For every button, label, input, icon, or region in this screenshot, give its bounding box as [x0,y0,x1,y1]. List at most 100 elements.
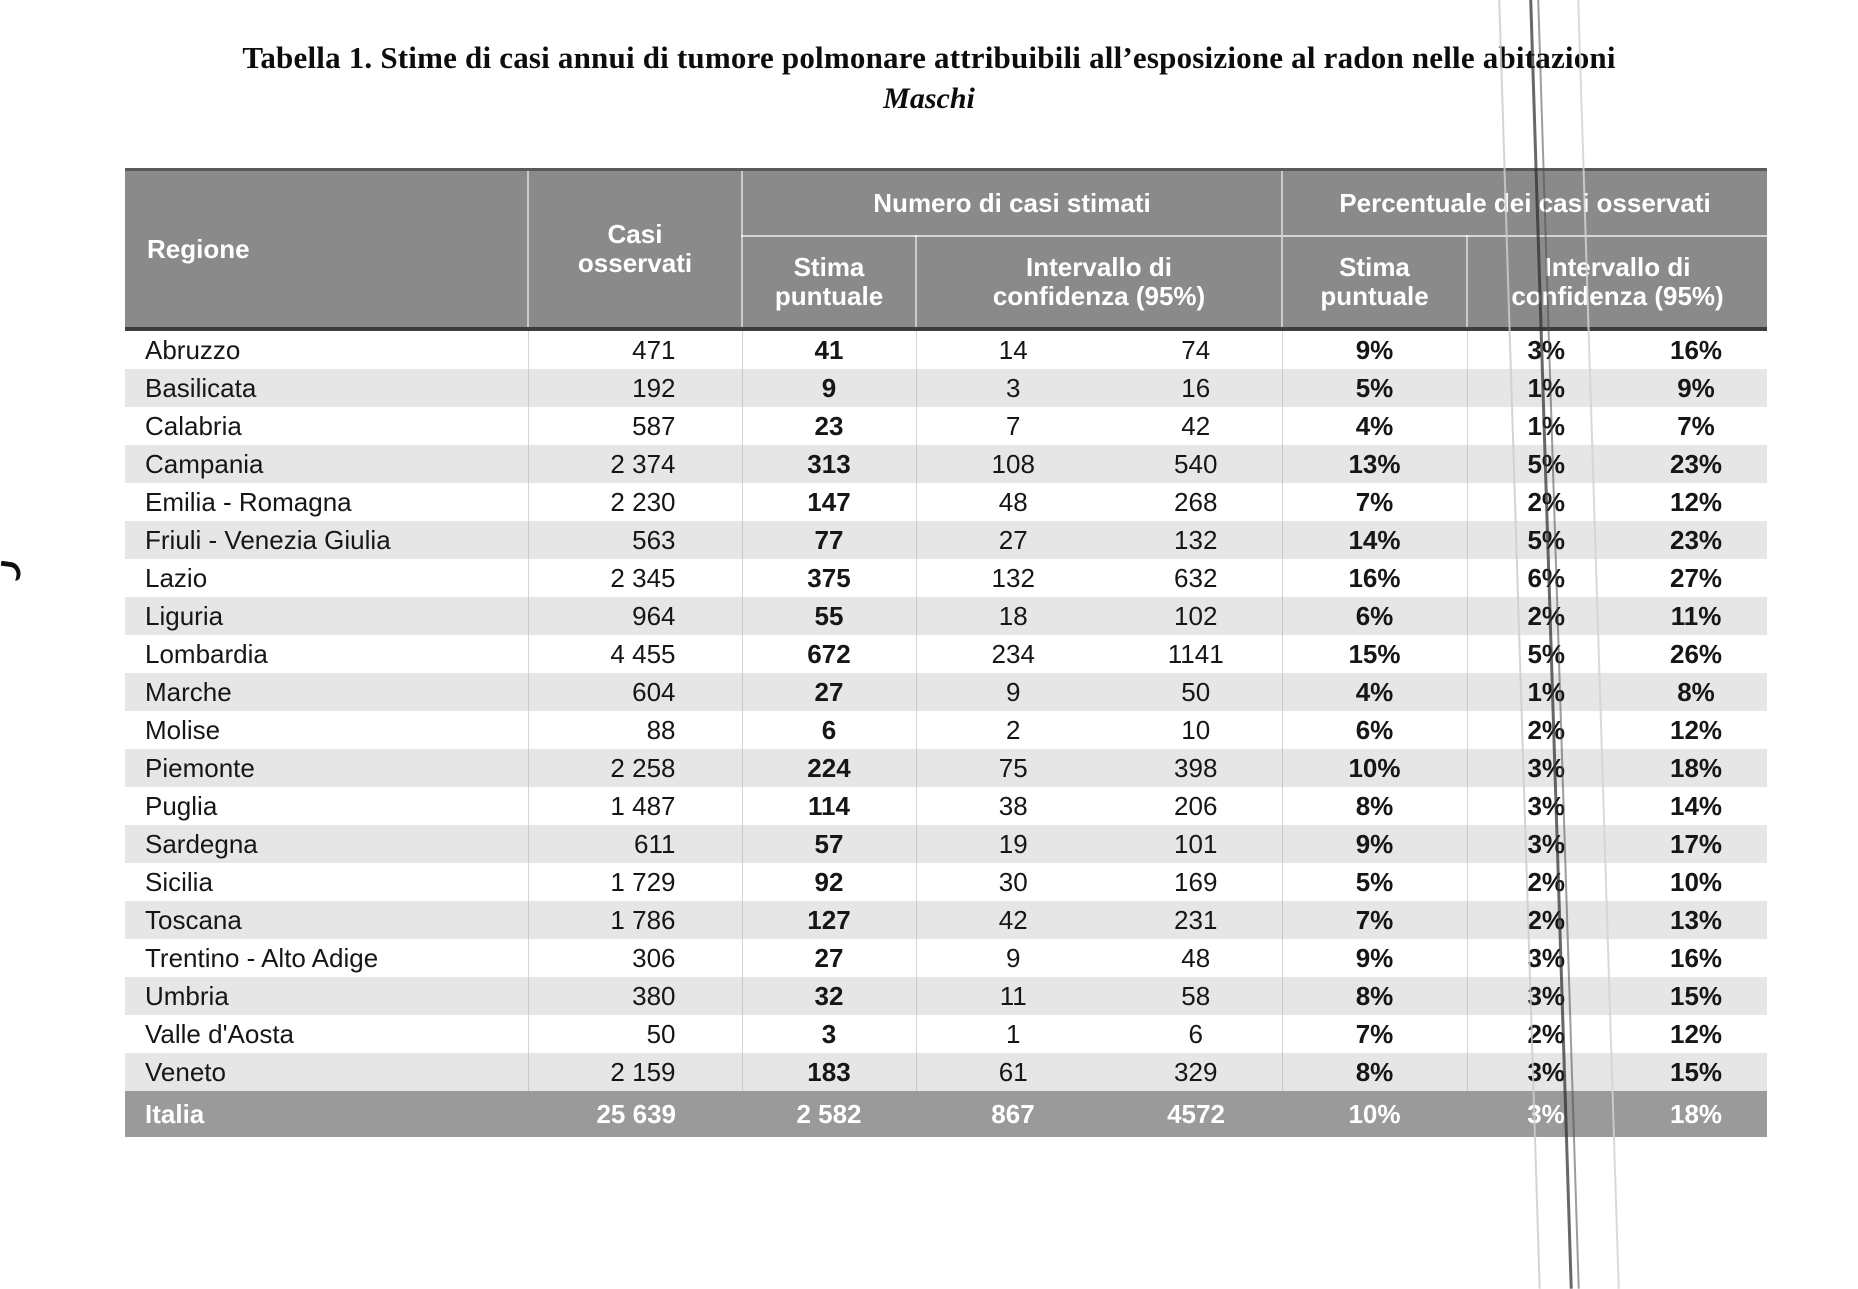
cell-intervallo-basso-pct: 1% [1527,411,1566,441]
cell-regione: Calabria [125,407,529,445]
table-row: Lombardia 4 455 672 234 1141 15% 5% 26% [125,635,1767,673]
cell-intervallo-alto-pct: 16% [1669,335,1723,365]
document-title: Tabella 1. Stime di casi annui di tumore… [242,40,1616,75]
group-header-percentuale-label: Percentuale dei casi osservati [1339,188,1711,219]
cell-intervallo-basso-pct: 3% [1527,791,1566,821]
cell-intervallo-alto-pct: 15% [1625,977,1768,1015]
cell-casi-osservati: 1 786 [528,901,743,939]
cell-regione: Molise [125,711,529,749]
table-row: Basilicata 192 9 3 16 5% 1% 9% [125,369,1768,407]
cell-intervallo-basso-pct: 1% [1467,673,1625,711]
table-row: Puglia 1 487 114 38 206 8% 3% 14% [125,787,1767,825]
cell-intervallo-basso: 75 [916,749,1110,787]
table-row: Campania 2 374 313 108 540 13% 5% 23% [125,445,1768,483]
cell-stima-puntuale-pct: 5% [1282,369,1468,407]
cell-intervallo-basso: 132 [991,563,1035,593]
table-row: Trentino - Alto Adige 306 27 9 48 9% 3% 16% [125,939,1767,977]
cell-intervallo-alto-pct: 16% [1669,943,1723,973]
cell-intervallo-alto-pct: 26% [1669,639,1723,669]
cell-casi-osservati: 306 [528,939,743,977]
cell-stima-puntuale-pct: 14% [1282,521,1468,559]
intervallo-confidenza-label: Intervallo di confidenza (95%) [992,252,1206,311]
cell-regione: Puglia [125,787,529,825]
cell-regione: Sardegna [125,825,529,863]
cell-intervallo-basso: 108 [916,445,1110,483]
cell-intervallo-basso: 11 [916,977,1110,1015]
cell-intervallo-basso-pct: 1% [1467,369,1625,407]
table-row: Umbria 380 32 11 58 8% 3% 15% [125,977,1768,1015]
cell-stima-puntuale: 27 [742,673,917,711]
cell-intervallo-basso: 61 [916,1053,1110,1091]
cell-stima-puntuale: 114 [742,787,917,825]
cell-casi-osservati: 192 [528,369,743,407]
cell-stima-puntuale-pct: 13% [1282,445,1468,483]
cell-intervallo-basso-pct: 3% [1467,977,1625,1015]
column-header-stima-puntuale-2: Stima puntuale [1281,236,1467,329]
cell-stima-puntuale: 27 [742,939,917,977]
cell-stima-puntuale-pct: 7% [1282,1015,1468,1053]
cell-intervallo-alto-pct: 13% [1625,901,1768,939]
page: { "document": { "title": "Tabella 1. Sti… [0,0,1768,1289]
group-header-percentuale-casi-osservati: Percentuale dei casi osservati [1280,169,1768,237]
cell-intervallo-alto: 6 [1110,1015,1283,1053]
cell-stima-puntuale: 41 [742,329,917,369]
cell-casi-osservati: 2 258 [528,749,743,787]
cell-stima-puntuale: 224 [742,749,917,787]
cell-intervallo-alto: 632 [1110,559,1283,597]
cell-stima-puntuale-pct: 6% [1282,597,1468,635]
cell-stima-puntuale-pct: 4% [1282,407,1468,445]
table-row: Sardegna 611 57 19 101 9% 3% 17% [125,825,1768,863]
cell-regione: Umbria [125,977,529,1015]
cell-regione: Marche [125,673,529,711]
cell-casi-osservati: 50 [528,1015,743,1053]
cell-stima-puntuale: 127 [742,901,917,939]
cell-stima-puntuale: 672 [742,635,917,673]
document-subtitle: Maschi [883,82,975,115]
cell-intervallo-basso: 867 [916,1091,1110,1137]
cell-intervallo-basso: 9 [916,673,1110,711]
cell-stima-puntuale-pct: 5% [1282,863,1468,901]
cell-intervallo-basso: 18 [916,597,1110,635]
group-header-numero-casi-stimati: Numero di casi stimati [741,169,1282,237]
cell-stima-puntuale: 375 [742,559,917,597]
cell-intervallo-alto: 102 [1110,597,1283,635]
cell-intervallo-basso: 14 [998,335,1028,365]
cell-intervallo-basso: 234 [991,639,1035,669]
cell-intervallo-basso: 38 [998,791,1028,821]
cell-intervallo-basso: 7 [1006,411,1021,441]
cell-intervallo-alto: 268 [1110,483,1283,521]
table-row: Emilia - Romagna 2 230 147 48 268 7% 2% 12% [125,483,1767,521]
cell-intervallo-alto: 169 [1110,863,1283,901]
cell-casi-osservati: 1 487 [528,787,743,825]
table-body: Abruzzo 471 41 14 74 9% 3% 16% Basilicata 192 9 3 16… [125,329,1768,1137]
table-row: Molise 88 6 2 10 6% 2% 12% [125,711,1767,749]
cell-stima-puntuale: 23 [742,407,917,445]
cell-regione: Veneto [125,1053,529,1091]
cell-stima-puntuale-pct: 6% [1282,711,1468,749]
table-row: Sicilia 1 729 92 30 169 5% 2% 10% [125,863,1767,901]
table-row: Toscana 1 786 127 42 231 7% 2% 13% [125,901,1768,939]
cell-intervallo-basso: 48 [998,487,1028,517]
table-header: Regione Casi osservati Numero di casi st… [125,169,1768,329]
data-table: Regione Casi osservati Numero di casi st… [125,168,1768,1137]
cell-intervallo-alto-pct: 7% [1677,411,1715,441]
cell-intervallo-basso-pct: 2% [1527,715,1566,745]
cell-intervallo-basso: 2 [1006,715,1021,745]
cell-stima-puntuale: 6 [742,711,917,749]
cell-intervallo-basso-pct: 2% [1467,597,1625,635]
cell-casi-osservati: 2 159 [528,1053,743,1091]
cell-stima-puntuale-pct: 7% [1282,483,1468,521]
cell-intervallo-basso-pct: 2% [1467,901,1625,939]
cell-intervallo-alto: 206 [1110,787,1283,825]
cell-intervallo-alto: 329 [1110,1053,1283,1091]
table-row: Friuli - Venezia Giulia 563 77 27 132 14% 5% 23… [125,521,1768,559]
cell-intervallo-basso: 30 [998,867,1028,897]
cell-stima-puntuale: 2 582 [742,1091,916,1137]
column-header-casi-osservati: Casi osservati [527,169,742,329]
cell-casi-osservati: 4 455 [528,635,743,673]
cell-regione: Basilicata [125,369,529,407]
column-header-intervallo-confidenza-1: Intervallo di confidenza (95%) [915,236,1282,329]
cell-intervallo-alto-pct: 18% [1625,1091,1768,1137]
cell-casi-osservati: 25 639 [528,1091,742,1137]
cell-regione: Emilia - Romagna [125,483,529,521]
